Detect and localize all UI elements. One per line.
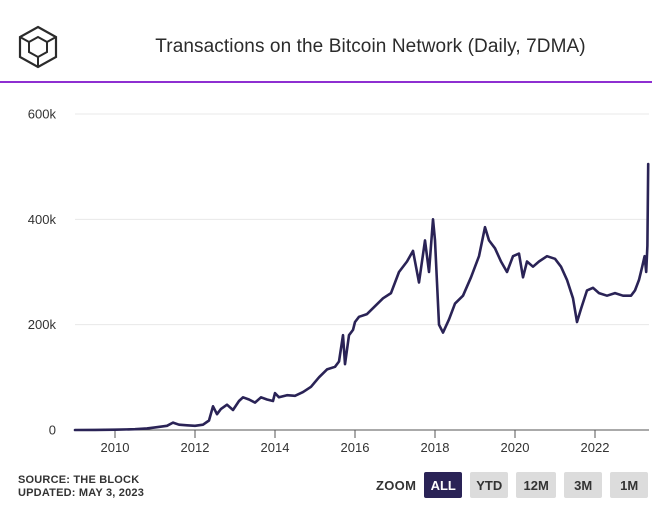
zoom-1m-button[interactable]: 1M — [610, 472, 649, 498]
x-tick-label: 2018 — [421, 440, 450, 455]
zoom-ytd-button[interactable]: YTD — [470, 472, 509, 498]
source-text: SOURCE: THE BLOCK — [18, 474, 140, 486]
x-tick-label: 2016 — [341, 440, 370, 455]
y-tick-label: 600k — [28, 107, 57, 122]
cube-logo-icon — [18, 25, 58, 69]
y-tick-label: 0 — [49, 423, 56, 438]
source-note: SOURCE: THE BLOCK UPDATED: MAY 3, 2023 — [18, 474, 144, 500]
zoom-3m-button[interactable]: 3M — [564, 472, 603, 498]
y-axis-ticks: 0 200k 400k 600k — [28, 107, 57, 438]
updated-text: UPDATED: MAY 3, 2023 — [18, 487, 145, 499]
y-tick-label: 400k — [28, 212, 57, 227]
chart-header: Transactions on the Bitcoin Network (Dai… — [0, 0, 671, 84]
zoom-label: ZOOM — [376, 477, 417, 493]
y-tick-label: 200k — [28, 317, 57, 332]
x-tick-label: 2012 — [181, 440, 210, 455]
zoom-all-button[interactable]: ALL — [424, 472, 463, 498]
series-line-transactions — [73, 162, 650, 432]
x-tick-label: 2010 — [101, 440, 130, 455]
zoom-controls: ZOOM ALL YTD 12M 3M 1M — [376, 472, 656, 498]
x-tick-label: 2022 — [581, 440, 610, 455]
x-tick-label: 2014 — [261, 440, 290, 455]
x-axis-ticks: 2010 2012 2014 2016 2018 2020 2022 — [101, 430, 610, 455]
grid-lines — [75, 113, 649, 326]
chart-title: Transactions on the Bitcoin Network (Dai… — [155, 36, 586, 57]
title-divider — [0, 81, 652, 83]
x-tick-label: 2020 — [501, 440, 530, 455]
zoom-12m-button[interactable]: 12M — [516, 472, 557, 498]
